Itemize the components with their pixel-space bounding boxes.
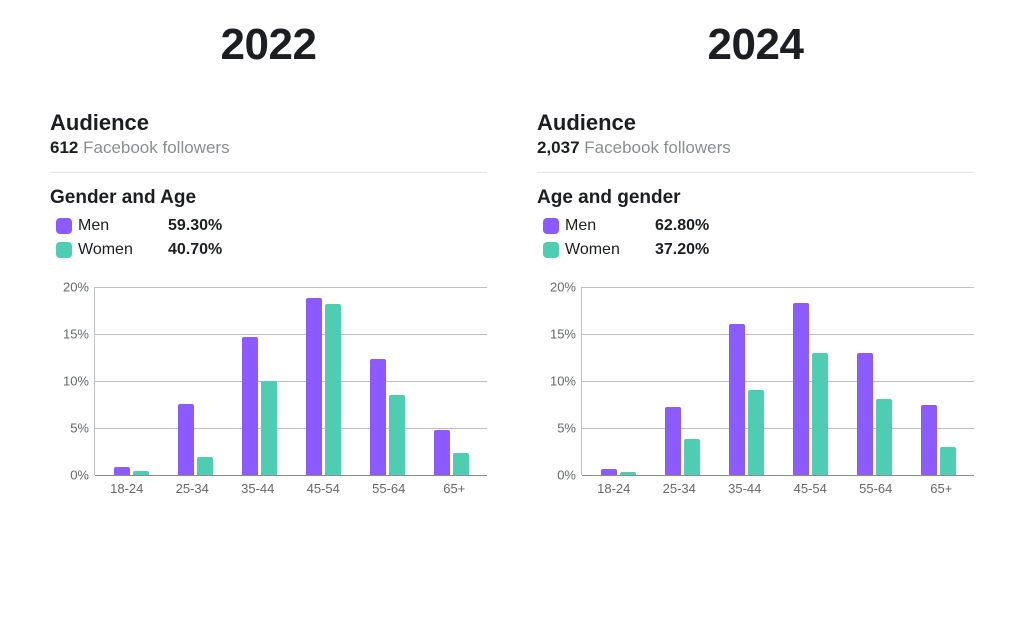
legend-label-women: Women	[78, 241, 168, 259]
legend: Men 62.80% Women 37.20%	[543, 217, 974, 259]
section-divider	[50, 172, 487, 173]
x-tick-label: 35-44	[712, 481, 778, 496]
audience-title: Audience	[50, 110, 487, 136]
x-tick-label: 45-54	[778, 481, 844, 496]
bar-men	[114, 467, 130, 475]
year-heading: 2024	[537, 20, 974, 70]
category-group	[650, 287, 714, 475]
category-group	[586, 287, 650, 475]
bar-women	[940, 447, 956, 475]
category-group	[419, 287, 483, 475]
x-tick-label: 25-34	[160, 481, 226, 496]
chart-wrap: 0%5%10%15%20% 18-2425-3435-4445-5455-646…	[50, 287, 487, 496]
legend-swatch-women	[543, 242, 559, 258]
category-group	[714, 287, 778, 475]
followers-label: Facebook followers	[83, 138, 229, 157]
category-group	[227, 287, 291, 475]
chart-plot: 0%5%10%15%20%	[581, 287, 974, 475]
bar-men	[665, 407, 681, 475]
y-tick-label: 10%	[538, 374, 576, 389]
y-tick-label: 15%	[538, 327, 576, 342]
category-group	[355, 287, 419, 475]
bar-men	[601, 469, 617, 475]
followers-label: Facebook followers	[584, 138, 730, 157]
panel-2024: 2024 Audience 2,037 Facebook followers A…	[517, 20, 994, 607]
bar-women	[748, 390, 764, 475]
chart-subtitle: Age and gender	[537, 187, 974, 209]
bar-women	[453, 453, 469, 475]
category-group	[842, 287, 906, 475]
category-group	[906, 287, 970, 475]
bar-men	[793, 303, 809, 475]
bar-men	[729, 324, 745, 475]
category-group	[291, 287, 355, 475]
bar-men	[434, 430, 450, 475]
x-axis-labels: 18-2425-3435-4445-5455-6465+	[581, 475, 974, 496]
followers-count: 612	[50, 138, 78, 157]
section-divider	[537, 172, 974, 173]
legend-pct-men: 62.80%	[655, 217, 735, 235]
grid-line	[95, 475, 487, 476]
bar-women	[261, 381, 277, 475]
y-tick-label: 20%	[51, 280, 89, 295]
audience-title: Audience	[537, 110, 974, 136]
category-group	[163, 287, 227, 475]
y-tick-label: 5%	[538, 421, 576, 436]
followers-line: 612 Facebook followers	[50, 138, 487, 158]
bar-women	[620, 472, 636, 475]
followers-count: 2,037	[537, 138, 580, 157]
y-tick-label: 20%	[538, 280, 576, 295]
chart-plot: 0%5%10%15%20%	[94, 287, 487, 475]
bar-men	[857, 353, 873, 475]
bar-women	[133, 471, 149, 475]
x-tick-label: 45-54	[291, 481, 357, 496]
legend-label-men: Men	[78, 217, 168, 235]
y-tick-label: 15%	[51, 327, 89, 342]
chart-subtitle: Gender and Age	[50, 187, 487, 209]
x-tick-label: 65+	[422, 481, 488, 496]
followers-line: 2,037 Facebook followers	[537, 138, 974, 158]
bar-men	[178, 404, 194, 475]
bar-women	[389, 395, 405, 475]
grid-line	[582, 475, 974, 476]
category-group	[778, 287, 842, 475]
legend-swatch-men	[56, 218, 72, 234]
y-tick-label: 0%	[51, 468, 89, 483]
category-group	[99, 287, 163, 475]
x-tick-label: 25-34	[647, 481, 713, 496]
bar-women	[876, 399, 892, 475]
year-heading: 2022	[50, 20, 487, 70]
legend-label-women: Women	[565, 241, 655, 259]
x-axis-labels: 18-2425-3435-4445-5455-6465+	[94, 475, 487, 496]
x-tick-label: 65+	[909, 481, 975, 496]
y-tick-label: 0%	[538, 468, 576, 483]
comparison-page: 2022 Audience 612 Facebook followers Gen…	[0, 0, 1024, 637]
bar-women	[197, 457, 213, 475]
x-tick-label: 55-64	[843, 481, 909, 496]
panel-2022: 2022 Audience 612 Facebook followers Gen…	[30, 20, 507, 607]
legend-pct-men: 59.30%	[168, 217, 248, 235]
bars-container	[95, 287, 487, 475]
legend-swatch-women	[56, 242, 72, 258]
chart-wrap: 0%5%10%15%20% 18-2425-3435-4445-5455-646…	[537, 287, 974, 496]
bar-women	[325, 304, 341, 475]
legend-swatch-men	[543, 218, 559, 234]
legend-label-men: Men	[565, 217, 655, 235]
bars-container	[582, 287, 974, 475]
legend-pct-women: 37.20%	[655, 241, 735, 259]
legend: Men 59.30% Women 40.70%	[56, 217, 487, 259]
bar-women	[684, 439, 700, 475]
x-tick-label: 35-44	[225, 481, 291, 496]
x-tick-label: 18-24	[581, 481, 647, 496]
bar-women	[812, 353, 828, 475]
legend-pct-women: 40.70%	[168, 241, 248, 259]
y-tick-label: 5%	[51, 421, 89, 436]
x-tick-label: 18-24	[94, 481, 160, 496]
bar-men	[370, 359, 386, 475]
y-tick-label: 10%	[51, 374, 89, 389]
x-tick-label: 55-64	[356, 481, 422, 496]
bar-men	[921, 405, 937, 476]
bar-men	[242, 337, 258, 475]
bar-men	[306, 298, 322, 475]
